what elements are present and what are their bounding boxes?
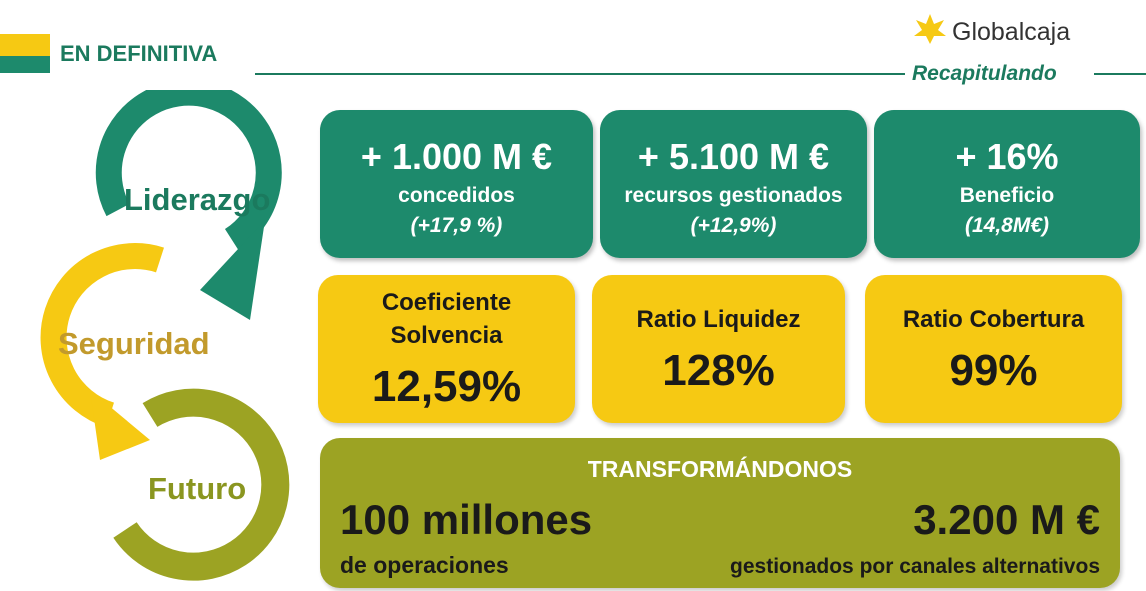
transform-title: TRANSFORMÁNDONOS bbox=[587, 456, 853, 482]
result-card: + 1.000 M € concedidos (+17,9 %) bbox=[320, 110, 593, 258]
ratio-card: Coeficiente Solvencia 12,59% bbox=[318, 275, 575, 423]
rule bbox=[1094, 73, 1146, 75]
transform-label: gestionados por canales alternativos bbox=[730, 555, 1100, 578]
subtitle: Recapitulando bbox=[912, 62, 1057, 85]
ratio-label: Coeficiente bbox=[381, 289, 512, 316]
cycle-label: Futuro bbox=[148, 471, 247, 506]
ratio-value: 99% bbox=[949, 345, 1038, 395]
result-label: Beneficio bbox=[959, 184, 1055, 207]
result-label: concedidos bbox=[398, 184, 515, 207]
result-value: + 1.000 M € bbox=[360, 136, 553, 177]
ratio-value: 12,59% bbox=[371, 362, 522, 411]
ratio-label: Ratio Liquidez bbox=[636, 305, 801, 333]
result-value: + 16% bbox=[955, 136, 1059, 177]
ratio-card: Ratio Cobertura 99% bbox=[865, 275, 1122, 423]
result-label: recursos gestionados bbox=[624, 184, 843, 207]
result-note: (+17,9 %) bbox=[410, 214, 503, 237]
result-note: (14,8M€) bbox=[964, 214, 1050, 237]
accent-bar bbox=[0, 56, 50, 73]
transform-label: de operaciones bbox=[340, 552, 509, 578]
rule bbox=[255, 73, 905, 75]
transform-value: 100 millones bbox=[340, 496, 593, 543]
result-card: + 5.100 M € recursos gestionados (+12,9%) bbox=[600, 110, 867, 258]
result-card: + 16% Beneficio (14,8M€) bbox=[874, 110, 1140, 258]
logo: Globalcaja bbox=[952, 18, 1071, 46]
cycle-label: Liderazgo bbox=[124, 182, 271, 217]
ratio-card: Ratio Liquidez 128% bbox=[592, 275, 845, 423]
ratio-value: 128% bbox=[662, 345, 775, 395]
ratio-label: Ratio Cobertura bbox=[902, 305, 1085, 333]
transform-value: 3.200 M € bbox=[913, 496, 1100, 543]
ratio-label: Solvencia bbox=[390, 322, 503, 349]
accent-bar bbox=[0, 34, 50, 56]
title: EN DEFINITIVA bbox=[60, 41, 218, 66]
result-note: (+12,9%) bbox=[690, 214, 777, 237]
logo-icon bbox=[914, 14, 946, 44]
cycle bbox=[40, 90, 290, 581]
cycle-label: Seguridad bbox=[58, 326, 210, 361]
result-value: + 5.100 M € bbox=[637, 136, 830, 177]
transform-card: TRANSFORMÁNDONOS 100 millones de operaci… bbox=[320, 438, 1120, 588]
